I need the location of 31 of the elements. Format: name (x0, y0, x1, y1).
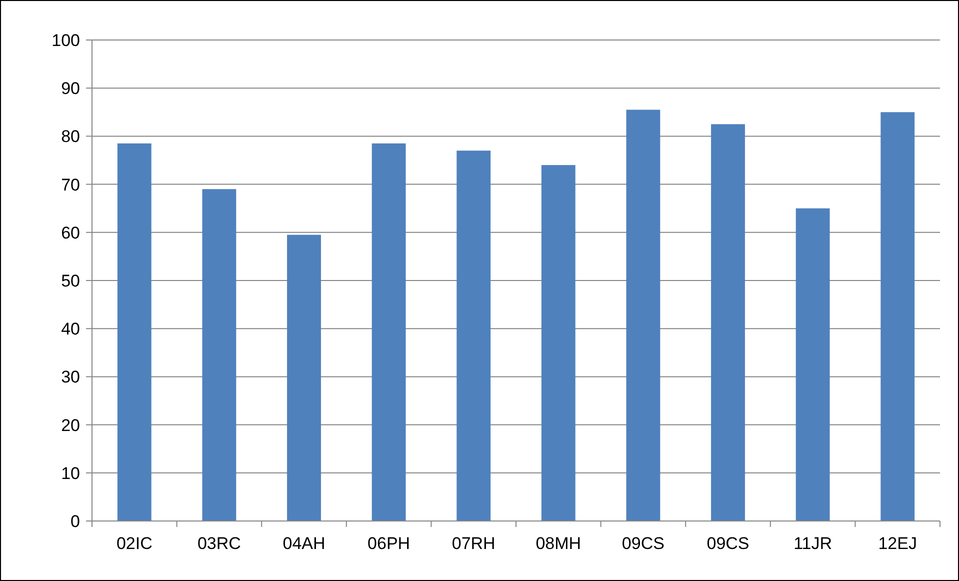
x-tick-label: 11JR (794, 534, 832, 553)
y-tick-label: 40 (61, 320, 80, 339)
y-tick-label: 30 (61, 368, 80, 387)
bar (541, 165, 576, 521)
bar (626, 110, 660, 521)
x-tick-label: 03RC (197, 534, 241, 553)
x-tick-label: 06PH (368, 534, 410, 553)
y-tick-label: 20 (61, 416, 80, 435)
y-tick-label: 0 (70, 512, 80, 531)
x-tick-label: 08MH (536, 534, 582, 553)
bar (202, 189, 236, 521)
y-tick-label: 60 (61, 223, 80, 242)
bar (711, 124, 745, 521)
y-tick-label: 50 (61, 271, 80, 290)
y-tick-label: 70 (61, 175, 80, 194)
bar (456, 150, 491, 521)
y-tick-label: 90 (61, 79, 80, 98)
bar (287, 234, 321, 521)
bar (796, 208, 830, 521)
bar (880, 112, 915, 521)
bar (117, 143, 152, 521)
x-tick-label: 09CS (622, 534, 664, 553)
bar (372, 143, 406, 521)
x-tick-label: 02IC (116, 534, 152, 553)
x-tick-label: 12EJ (878, 534, 917, 553)
x-tick-label: 07RH (452, 534, 496, 553)
x-tick-label: 09CS (706, 534, 750, 553)
y-tick-label: 80 (61, 127, 80, 146)
y-tick-label: 10 (61, 464, 80, 483)
x-tick-label: 04AH (282, 534, 326, 553)
y-tick-label: 100 (52, 30, 80, 50)
